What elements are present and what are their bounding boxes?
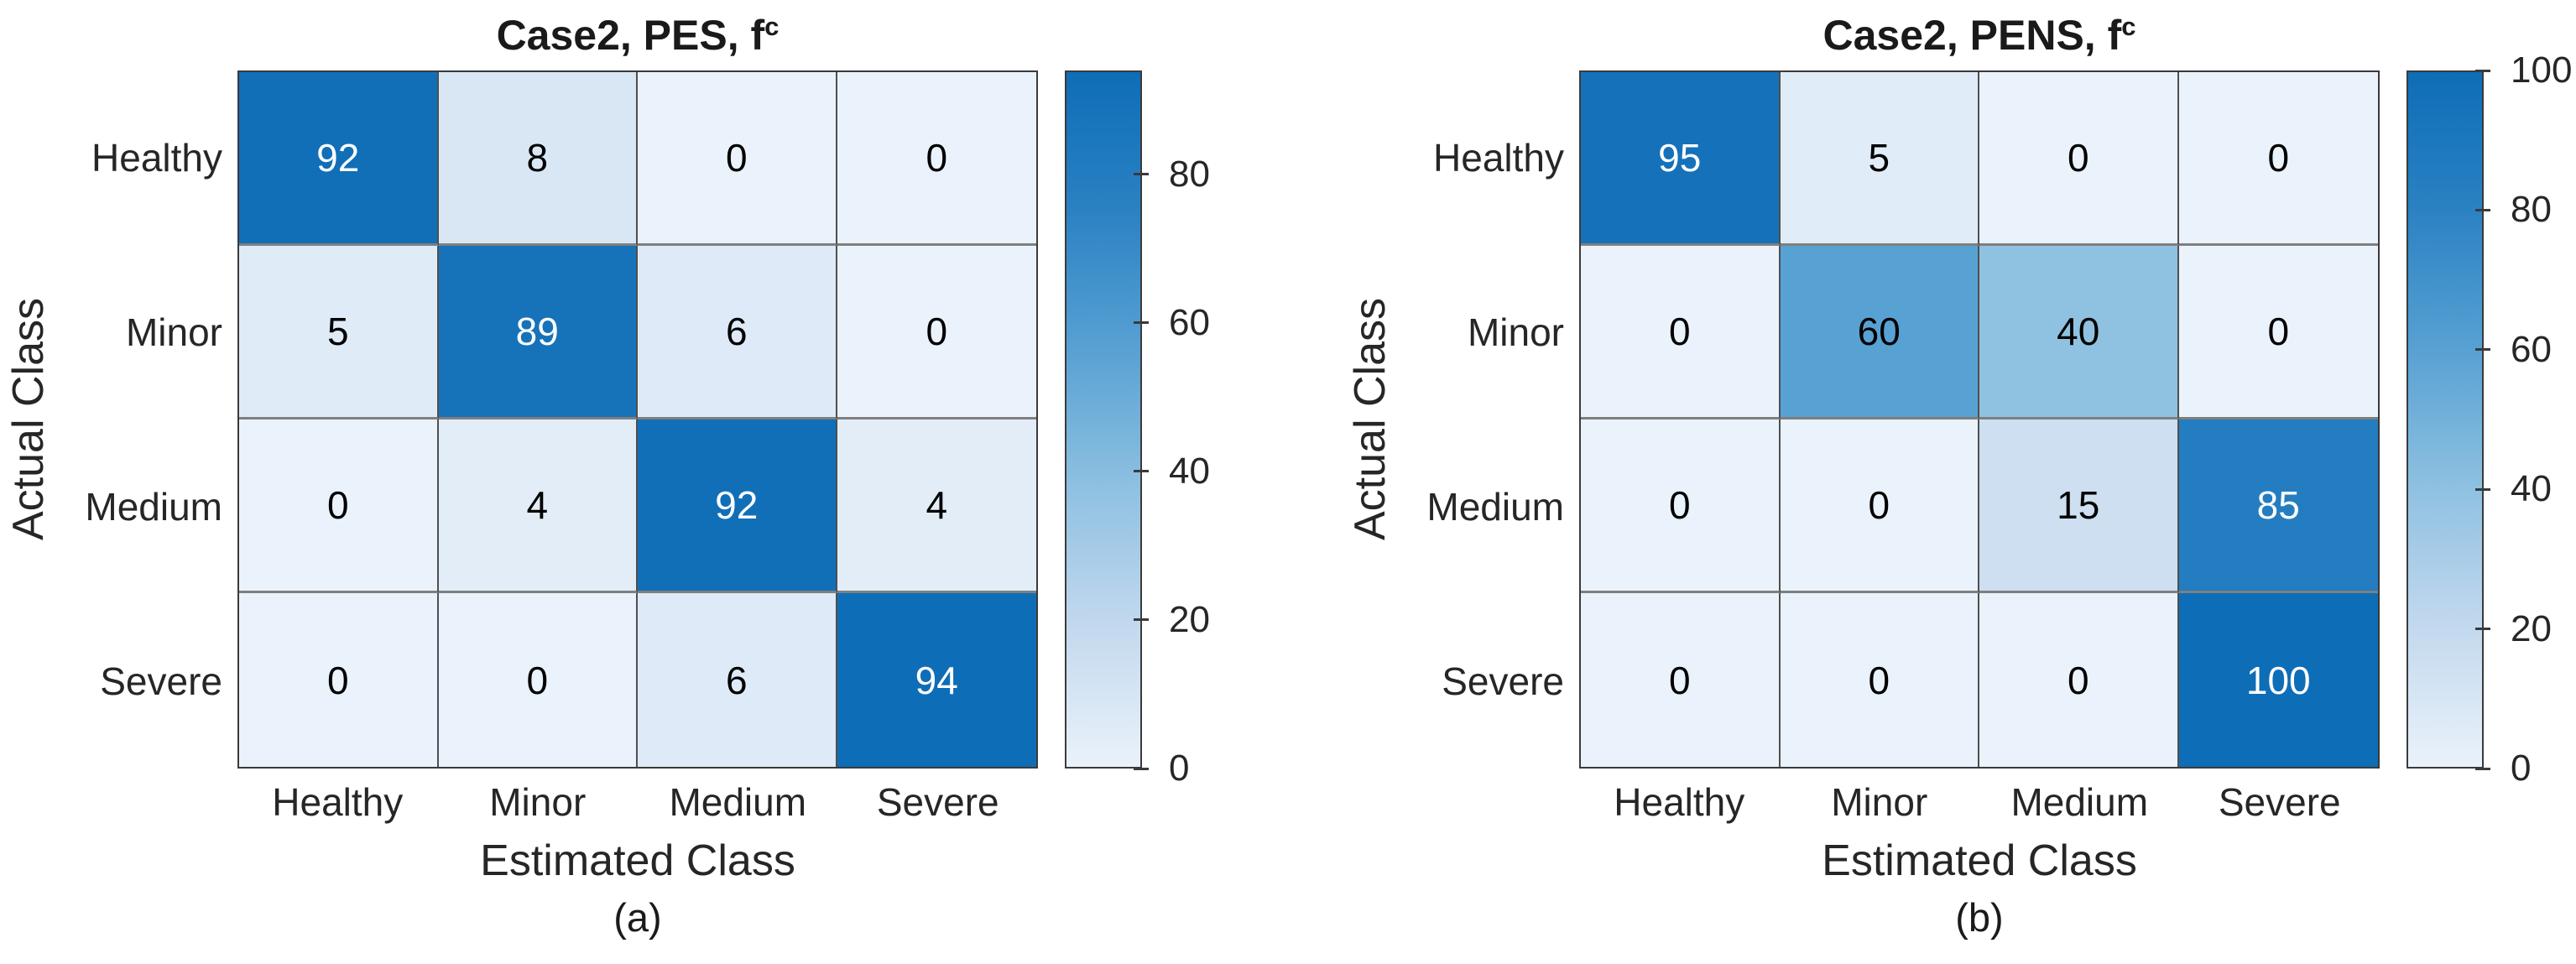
y-tick-label: Healthy (1433, 136, 1564, 180)
colorbar-tick-mark (2475, 208, 2490, 211)
heatmap-cell: 0 (1581, 593, 1781, 767)
heatmap-cell: 0 (239, 593, 439, 767)
colorbar-tick-label: 80 (1169, 153, 1210, 195)
y-tick-labels: Healthy Minor Medium Severe (1392, 70, 1564, 769)
colorbar-tick-mark (2475, 767, 2490, 770)
heatmap-cell: 15 (1979, 419, 2179, 593)
heatmap-cell: 0 (1581, 419, 1781, 593)
heatmap-cell: 92 (638, 419, 837, 593)
heatmap-cell: 95 (1581, 72, 1781, 246)
colorbar-tick-mark (2475, 487, 2490, 491)
colorbar-tick-label: 40 (1169, 450, 1210, 492)
chart-title-superscript: c (764, 12, 780, 41)
colorbar-tick-mark (1134, 321, 1149, 325)
y-tick-label: Minor (125, 310, 222, 354)
heatmap-cell: 0 (2178, 72, 2378, 246)
confusion-matrix-panel-pes: Case2, PES, fc Actual Class Healthy Minor… (4, 0, 1210, 940)
colorbar-tick-mark (1134, 767, 1149, 770)
heatmap-cell: 6 (638, 246, 837, 419)
x-axis-label: Estimated Class (1822, 836, 2137, 885)
colorbar-tick-label: 0 (2511, 748, 2532, 789)
heatmap-cell: 0 (438, 593, 638, 767)
colorbar-tick-mark (1134, 173, 1149, 176)
heatmap-cell: 89 (438, 246, 638, 419)
heatmap-cell: 0 (837, 72, 1036, 246)
heatmap-cell: 0 (1581, 246, 1781, 419)
colorbar: 0 20 40 60 80 (1065, 70, 1210, 787)
chart-title-superscript: c (2121, 12, 2136, 41)
x-tick-labels: Healthy Minor Medium Severe (1579, 780, 2380, 824)
colorbar-tick-mark (1134, 470, 1149, 473)
colorbar-tick-label: 80 (2511, 189, 2552, 231)
x-tick-label: Minor (489, 780, 587, 824)
colorbar-tick-mark (2475, 348, 2490, 352)
heatmap-cell: 4 (438, 419, 638, 593)
heatmap-cell: 0 (638, 72, 837, 246)
x-tick-label: Healthy (1614, 780, 1745, 824)
chart-title: Case2, PES, fc (237, 0, 1038, 59)
x-axis-label: Estimated Class (480, 836, 795, 885)
y-tick-labels: Healthy Minor Medium Severe (50, 70, 222, 769)
colorbar-gradient (1065, 70, 1142, 769)
colorbar: 0 20 40 60 80 100 (2407, 52, 2572, 787)
x-tick-label: Severe (2218, 780, 2341, 824)
heatmap-cell: 5 (239, 246, 439, 419)
heatmap-cell: 4 (837, 419, 1036, 593)
heatmap-cell: 0 (1780, 419, 1979, 593)
heatmap-cell: 5 (1780, 72, 1979, 246)
chart-title-text: Case2, PENS, f (1822, 12, 2122, 60)
y-tick-label: Medium (85, 485, 222, 529)
heatmap-cell: 92 (239, 72, 439, 246)
y-axis-label: Actual Class (4, 298, 53, 541)
colorbar-tick-mark (1134, 618, 1149, 622)
heatmap-grid: 92 8 0 0 5 89 6 0 0 4 92 4 0 0 6 94 (237, 70, 1038, 769)
y-tick-label: Severe (100, 659, 222, 703)
heatmap-cell: 0 (239, 419, 439, 593)
heatmap-cell: 85 (2178, 419, 2378, 593)
heatmap-cell: 0 (1780, 593, 1979, 767)
heatmap-grid: 95 5 0 0 0 60 40 0 0 0 15 85 0 0 0 100 (1579, 70, 2380, 769)
confusion-matrix-panel-pens: Case2, PENS, fc Actual Class Healthy Mino… (1288, 0, 2576, 964)
heatmap-cell: 100 (2178, 593, 2378, 767)
colorbar-tick-label: 100 (2511, 50, 2573, 91)
heatmap-cell: 94 (837, 593, 1036, 767)
x-tick-label: Healthy (272, 780, 404, 824)
heatmap-cell: 40 (1979, 246, 2179, 419)
y-tick-label: Severe (1442, 659, 1564, 703)
colorbar-tick-label: 20 (2511, 607, 2552, 649)
heatmap-cell: 6 (638, 593, 837, 767)
subfigure-caption: (a) (613, 895, 662, 940)
colorbar-gradient (2407, 70, 2484, 769)
chart-title: Case2, PENS, fc (1579, 0, 2380, 59)
colorbar-tick-mark (2475, 69, 2490, 72)
heatmap-cell: 0 (837, 246, 1036, 419)
heatmap-cell: 0 (1979, 72, 2179, 246)
colorbar-tick-label: 40 (2511, 468, 2552, 510)
x-tick-label: Medium (2010, 780, 2149, 824)
subfigure-caption: (b) (1955, 895, 2004, 940)
heatmap-cell: 0 (2178, 246, 2378, 419)
colorbar-tick-label: 0 (1169, 748, 1190, 789)
heatmap-cell: 8 (438, 72, 638, 246)
colorbar-tick-mark (2475, 628, 2490, 631)
heatmap-cell: 60 (1780, 246, 1979, 419)
y-axis-label: Actual Class (1346, 298, 1395, 541)
x-tick-label: Minor (1831, 780, 1928, 824)
colorbar-tick-label: 20 (1169, 598, 1210, 640)
chart-title-text: Case2, PES, f (496, 12, 765, 60)
x-tick-label: Severe (876, 780, 999, 824)
colorbar-tick-label: 60 (1169, 301, 1210, 343)
heatmap-cell: 0 (1979, 593, 2179, 767)
colorbar-tick-label: 60 (2511, 328, 2552, 370)
y-tick-label: Minor (1467, 310, 1564, 354)
x-tick-label: Medium (669, 780, 807, 824)
y-tick-label: Healthy (91, 136, 222, 180)
x-tick-labels: Healthy Minor Medium Severe (237, 780, 1038, 824)
y-tick-label: Medium (1426, 485, 1564, 529)
